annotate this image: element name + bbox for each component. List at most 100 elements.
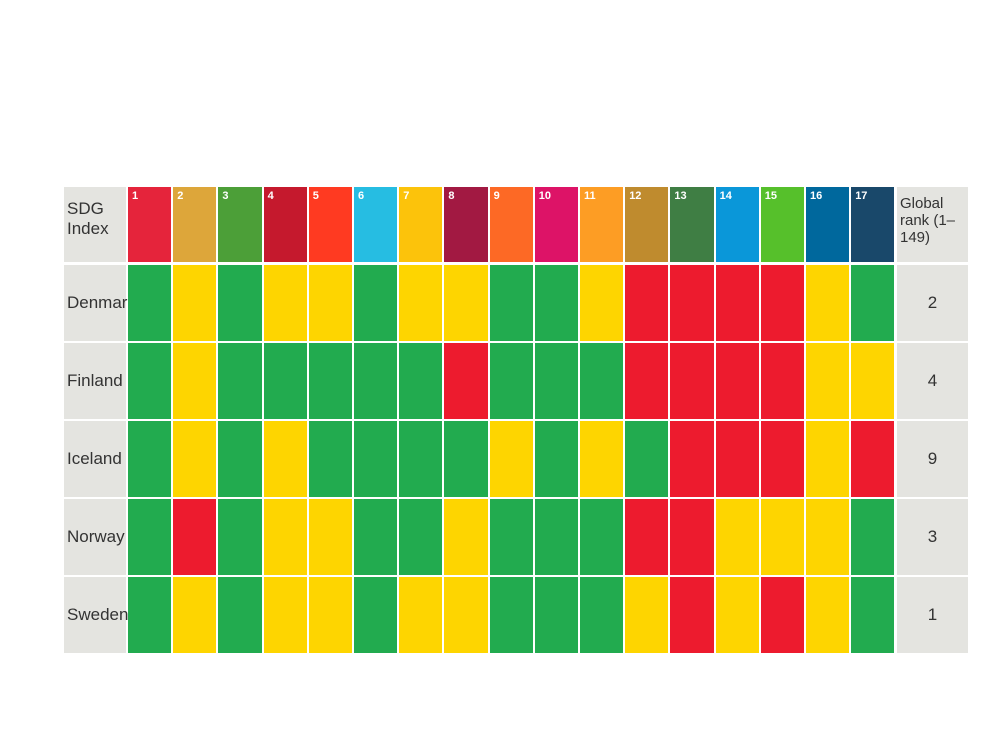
sdg-status-cell — [399, 421, 443, 497]
goal-icon: 6 — [354, 187, 398, 262]
rank-label: Global rank (1–149) — [897, 187, 968, 262]
sdg-status-cell — [580, 265, 624, 341]
global-rank: 3 — [897, 499, 968, 575]
sdg-status-cell — [263, 265, 307, 341]
sdg-status-cell — [625, 343, 669, 419]
sdg-status-cell — [670, 577, 714, 653]
sdg-status-cell — [760, 577, 804, 653]
global-rank: 9 — [897, 421, 968, 497]
sdg-status-cell — [128, 577, 172, 653]
global-rank: 1 — [897, 577, 968, 653]
sdg-status-cell — [354, 265, 398, 341]
goal-icon: 16 — [806, 187, 850, 262]
sdg-status-cell — [670, 499, 714, 575]
goal-icon: 14 — [715, 187, 759, 262]
sdg-status-cell — [354, 577, 398, 653]
sdg-status-cell — [715, 577, 759, 653]
sdg-status-cell — [580, 343, 624, 419]
sdg-status-cell — [354, 421, 398, 497]
sdg-status-cell — [806, 499, 850, 575]
sdg-status-cell — [173, 577, 217, 653]
sdg-status-cell — [534, 421, 578, 497]
sdg-status-cell — [851, 499, 895, 575]
country-label: Finland — [64, 343, 126, 419]
sdg-status-cell — [760, 343, 804, 419]
goal-icon: 2 — [173, 187, 217, 262]
country-label: Norway — [64, 499, 126, 575]
sdg-status-cell — [489, 577, 533, 653]
sdg-status-cell — [173, 499, 217, 575]
sdg-status-cell — [308, 499, 352, 575]
country-label: Denmark — [64, 265, 136, 341]
sdg-status-cell — [218, 421, 262, 497]
sdg-status-cell — [715, 421, 759, 497]
sdg-status-cell — [263, 577, 307, 653]
sdg-status-cell — [218, 577, 262, 653]
sdg-status-cell — [760, 499, 804, 575]
sdg-status-cell — [534, 499, 578, 575]
sdg-status-cell — [670, 265, 714, 341]
sdg-status-cell — [263, 499, 307, 575]
sdg-status-cell — [580, 499, 624, 575]
sdg-status-cell — [489, 421, 533, 497]
sdg-status-cell — [308, 421, 352, 497]
sdg-status-cell — [760, 265, 804, 341]
goal-icon: 11 — [580, 187, 624, 262]
sdg-status-cell — [444, 265, 488, 341]
goal-icon: 4 — [263, 187, 307, 262]
sdg-status-cell — [806, 265, 850, 341]
sdg-status-cell — [760, 421, 804, 497]
sdg-status-cell — [399, 499, 443, 575]
sdg-status-cell — [399, 265, 443, 341]
sdg-status-cell — [625, 577, 669, 653]
sdg-status-cell — [399, 343, 443, 419]
sdg-status-cell — [625, 499, 669, 575]
country-label: Iceland — [64, 421, 126, 497]
sdg-status-cell — [534, 577, 578, 653]
goal-icon: 9 — [489, 187, 533, 262]
sdg-status-cell — [444, 421, 488, 497]
sdg-status-cell — [444, 577, 488, 653]
global-rank: 4 — [897, 343, 968, 419]
sdg-status-cell — [534, 265, 578, 341]
sdg-status-cell — [851, 421, 895, 497]
sdg-status-cell — [670, 343, 714, 419]
sdg-status-cell — [806, 343, 850, 419]
sdg-status-cell — [489, 343, 533, 419]
goal-icon: 15 — [760, 187, 804, 262]
goal-icon: 7 — [399, 187, 443, 262]
sdg-status-cell — [489, 265, 533, 341]
sdg-status-cell — [173, 421, 217, 497]
goal-icon: 8 — [444, 187, 488, 262]
sdg-status-cell — [354, 343, 398, 419]
goal-icon: 13 — [670, 187, 714, 262]
sdg-status-cell — [128, 499, 172, 575]
goal-icon: 1 — [128, 187, 172, 262]
index-label: SDG Index — [64, 187, 126, 262]
sdg-status-cell — [444, 343, 488, 419]
sdg-status-cell — [263, 343, 307, 419]
sdg-status-cell — [308, 343, 352, 419]
sdg-status-cell — [534, 343, 578, 419]
sdg-status-cell — [128, 421, 172, 497]
sdg-status-cell — [444, 499, 488, 575]
sdg-status-cell — [715, 499, 759, 575]
sdg-status-cell — [715, 265, 759, 341]
sdg-status-cell — [670, 421, 714, 497]
sdg-status-cell — [308, 265, 352, 341]
sdg-status-cell — [399, 577, 443, 653]
sdg-status-cell — [218, 499, 262, 575]
sdg-status-cell — [308, 577, 352, 653]
goal-icon: 12 — [625, 187, 669, 262]
sdg-status-cell — [128, 343, 172, 419]
country-label: Sweden — [64, 577, 128, 653]
sdg-status-cell — [580, 421, 624, 497]
sdg-status-cell — [173, 343, 217, 419]
sdg-status-cell — [218, 265, 262, 341]
sdg-status-cell — [715, 343, 759, 419]
sdg-status-cell — [128, 265, 172, 341]
sdg-status-cell — [851, 577, 895, 653]
sdg-status-cell — [625, 265, 669, 341]
sdg-status-cell — [173, 265, 217, 341]
